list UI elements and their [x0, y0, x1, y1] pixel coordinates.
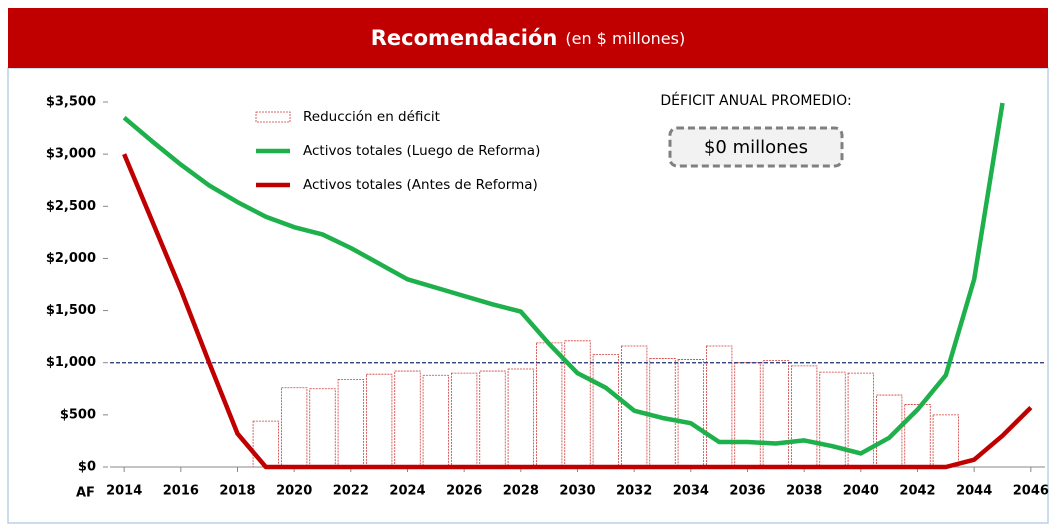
x-tick-label: 2042 [899, 484, 935, 499]
chart-heading: Recomendación (en $ millones) [371, 26, 685, 50]
y-tick-label: $2,500 [46, 199, 96, 214]
x-tick-label: 2014 [106, 484, 142, 499]
bar [932, 414, 959, 468]
bar [337, 378, 364, 468]
bar [422, 374, 449, 468]
x-tick-label: 2034 [673, 484, 709, 499]
bar [309, 388, 336, 468]
x-tick-label: 2028 [503, 484, 539, 499]
bar [366, 373, 393, 468]
bar [762, 360, 789, 468]
bar [252, 420, 279, 468]
annotation-box [668, 126, 844, 168]
x-tick-label: 2046 [1013, 484, 1049, 499]
legend-label: Reducción en déficit [303, 109, 440, 125]
bar [904, 404, 931, 468]
y-tick-label: $1,500 [46, 303, 96, 318]
bar [281, 387, 308, 468]
legend-label: Activos totales (Antes de Reforma) [303, 177, 538, 193]
bar [564, 340, 591, 468]
bar [592, 353, 619, 468]
x-tick-label: 2038 [786, 484, 822, 499]
line-series [122, 153, 1033, 470]
y-tick-label: $0 [78, 460, 96, 475]
x-tick-label: 2026 [446, 484, 482, 499]
y-tick-label: $500 [60, 407, 96, 422]
x-tick-label: 2030 [559, 484, 595, 499]
legend-label: Activos totales (Luego de Reforma) [303, 143, 540, 159]
bar [479, 370, 506, 468]
line-series [122, 102, 1005, 456]
y-tick-label: $2,000 [46, 251, 96, 266]
annotation-title: DÉFICIT ANUAL PROMEDIO: [660, 92, 851, 109]
x-axis-label: AF [76, 486, 95, 501]
x-tick-label: 2040 [843, 484, 879, 499]
y-tick-label: $1,000 [46, 355, 96, 370]
x-tick-label: 2022 [333, 484, 369, 499]
bar [819, 371, 846, 468]
bar [394, 370, 421, 468]
bar [791, 365, 818, 468]
x-tick-label: 2020 [276, 484, 312, 499]
chart-title: Recomendación [371, 26, 558, 50]
bar [734, 362, 761, 468]
bar [706, 345, 733, 468]
x-tick-label: 2036 [729, 484, 765, 499]
y-tick-label: $3,000 [46, 147, 96, 162]
x-tick-label: 2016 [163, 484, 199, 499]
x-tick-label: 2018 [219, 484, 255, 499]
x-tick-label: 2044 [956, 484, 992, 499]
chart-subtitle: (en $ millones) [565, 29, 685, 48]
header-bar [8, 8, 1048, 68]
bar [649, 358, 676, 468]
x-tick-label: 2024 [389, 484, 425, 499]
legend-swatch [255, 111, 291, 123]
bar [507, 368, 534, 468]
bar [451, 372, 478, 468]
bar [677, 359, 704, 468]
x-tick-label: 2032 [616, 484, 652, 499]
annotation-value: $0 millones [704, 137, 808, 158]
bar [621, 345, 648, 468]
bar [536, 342, 563, 468]
y-tick-label: $3,500 [46, 95, 96, 110]
